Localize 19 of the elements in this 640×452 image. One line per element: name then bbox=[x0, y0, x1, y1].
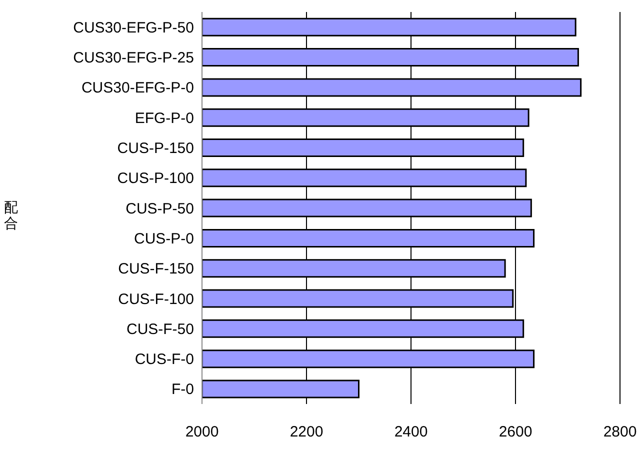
y-tick-label: CUS-F-150 bbox=[118, 260, 194, 278]
y-tick-label: F-0 bbox=[172, 381, 194, 398]
x-tick-label: 2200 bbox=[290, 424, 324, 441]
y-tick-label: CUS30-EFG-P-50 bbox=[73, 19, 194, 36]
y-tick-label: CUS-P-0 bbox=[134, 230, 194, 248]
x-tick-label: 2600 bbox=[498, 424, 532, 441]
y-tick-label: CUS-F-100 bbox=[118, 290, 194, 308]
y-tick-label: CUS-F-0 bbox=[134, 351, 194, 368]
x-tick-label: 2000 bbox=[185, 424, 219, 441]
y-axis-title: 配合 bbox=[4, 200, 19, 232]
y-tick-label: CUS-F-50 bbox=[126, 320, 194, 338]
y-tick-label: CUS-P-100 bbox=[117, 170, 194, 188]
y-tick-label: EFG-P-0 bbox=[134, 110, 194, 127]
x-tick-label: 2800 bbox=[603, 424, 637, 441]
x-tick-label: 2400 bbox=[394, 424, 428, 441]
y-tick-label: CUS-P-50 bbox=[126, 200, 194, 218]
y-tick-label: CUS30-EFG-P-25 bbox=[73, 50, 194, 67]
y-tick-label: CUS-P-150 bbox=[117, 140, 194, 158]
y-tick-label: CUS30-EFG-P-0 bbox=[81, 80, 194, 97]
